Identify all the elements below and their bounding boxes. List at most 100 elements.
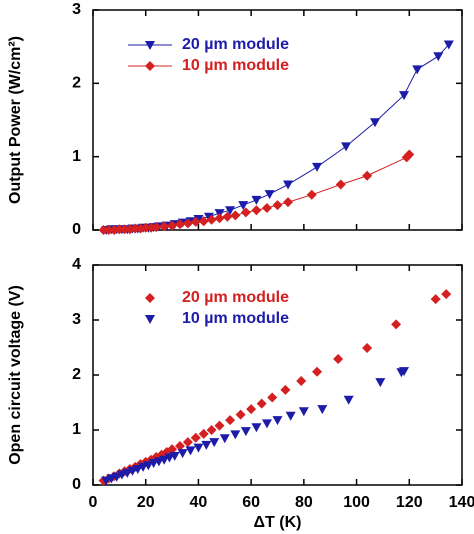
plot-frame — [92, 9, 463, 231]
legend-label: 10 µm module — [182, 310, 289, 327]
diamond-marker — [103, 225, 114, 235]
triangle-marker — [251, 423, 262, 433]
y-tick-label: 0 — [72, 476, 81, 493]
diamond-marker — [119, 224, 130, 235]
diamond-marker — [441, 289, 452, 300]
diamond-marker — [283, 197, 294, 208]
y-tick-label: 3 — [72, 1, 81, 18]
triangle-marker — [145, 41, 155, 50]
triangle-marker — [230, 430, 241, 440]
triangle-marker — [412, 65, 423, 75]
x-tick-label: 120 — [396, 494, 423, 511]
x-tick-label: 20 — [137, 494, 155, 511]
diamond-marker — [261, 203, 272, 213]
x-tick-label: 100 — [343, 494, 370, 511]
diamond-marker — [312, 366, 323, 377]
diamond-marker — [114, 224, 125, 235]
diamond-marker — [145, 293, 155, 303]
legend-label: 20 µm module — [182, 36, 289, 53]
triangle-marker — [370, 118, 381, 128]
triangle-marker — [261, 419, 272, 429]
diamond-marker — [167, 444, 178, 455]
triangle-marker — [201, 440, 212, 450]
diamond-marker — [145, 61, 155, 71]
triangle-marker — [240, 427, 251, 437]
diamond-marker — [391, 319, 402, 330]
y-tick-label: 3 — [72, 311, 81, 328]
triangle-marker — [298, 407, 309, 417]
x-tick-label: 0 — [89, 494, 98, 511]
triangle-marker — [143, 461, 154, 471]
triangle-marker — [145, 315, 155, 324]
x-tick-label: 40 — [190, 494, 208, 511]
diamond-marker — [214, 420, 225, 431]
diamond-marker — [206, 214, 217, 225]
triangle-marker — [285, 411, 296, 421]
y-tick-label: 1 — [72, 148, 81, 165]
diamond-marker — [182, 437, 193, 448]
triangle-marker — [209, 438, 220, 448]
diamond-marker — [251, 205, 262, 216]
triangle-marker — [169, 451, 180, 461]
legend-label: 10 µm module — [182, 57, 289, 74]
triangle-marker — [159, 455, 170, 465]
y-tick-label: 1 — [72, 421, 81, 438]
diamond-marker — [206, 425, 217, 435]
diamond-marker — [230, 210, 241, 221]
triangle-marker — [375, 378, 386, 388]
triangle-marker — [225, 206, 236, 216]
triangle-marker — [312, 162, 323, 172]
triangle-marker — [251, 195, 262, 205]
triangle-marker — [399, 91, 410, 101]
triangle-marker — [193, 443, 204, 453]
triangle-marker — [185, 446, 196, 456]
y-axis-label: Output Power (W/cm²) — [7, 36, 24, 204]
diamond-marker — [280, 384, 291, 395]
triangle-marker — [399, 367, 410, 377]
legend-label: 20 µm module — [182, 289, 289, 306]
diamond-marker — [362, 343, 373, 354]
x-tick-label: 80 — [295, 494, 313, 511]
y-tick-label: 4 — [72, 256, 81, 273]
triangle-marker — [264, 190, 275, 200]
diamond-marker — [430, 294, 441, 305]
triangle-marker — [433, 52, 444, 62]
diamond-marker — [333, 354, 344, 365]
triangle-marker — [177, 449, 188, 459]
diamond-marker — [140, 222, 151, 233]
y-tick-label: 2 — [72, 75, 81, 92]
triangle-marker — [132, 465, 143, 475]
x-tick-label: 140 — [449, 494, 474, 511]
triangle-marker — [317, 405, 328, 415]
diamond-marker — [296, 376, 307, 387]
triangle-marker — [219, 434, 230, 444]
triangle-marker — [343, 395, 354, 405]
diamond-marker — [182, 218, 193, 229]
diamond-marker — [404, 149, 415, 160]
diamond-marker — [240, 207, 251, 218]
diamond-marker — [159, 221, 170, 232]
diamond-marker — [272, 200, 283, 211]
diamond-marker — [214, 213, 225, 224]
diamond-marker — [335, 179, 346, 190]
triangle-marker — [101, 476, 112, 486]
diamond-marker — [256, 398, 267, 409]
diamond-marker — [98, 225, 109, 235]
diamond-marker — [167, 220, 178, 231]
diamond-marker — [235, 409, 246, 420]
x-tick-label: 60 — [242, 494, 260, 511]
y-tick-label: 2 — [72, 366, 81, 383]
diamond-marker — [225, 415, 236, 426]
diamond-marker — [198, 216, 209, 227]
diamond-marker — [190, 432, 201, 443]
y-tick-label: 0 — [72, 221, 81, 238]
diamond-marker — [174, 219, 185, 230]
y-axis-label: Open circuit voltage (V) — [7, 285, 24, 465]
triangle-marker — [238, 201, 249, 211]
diamond-marker — [130, 223, 141, 234]
series-line — [103, 154, 410, 231]
triangle-marker — [341, 142, 352, 152]
diamond-marker — [151, 222, 162, 233]
x-axis-label: ΔT (K) — [254, 514, 302, 531]
